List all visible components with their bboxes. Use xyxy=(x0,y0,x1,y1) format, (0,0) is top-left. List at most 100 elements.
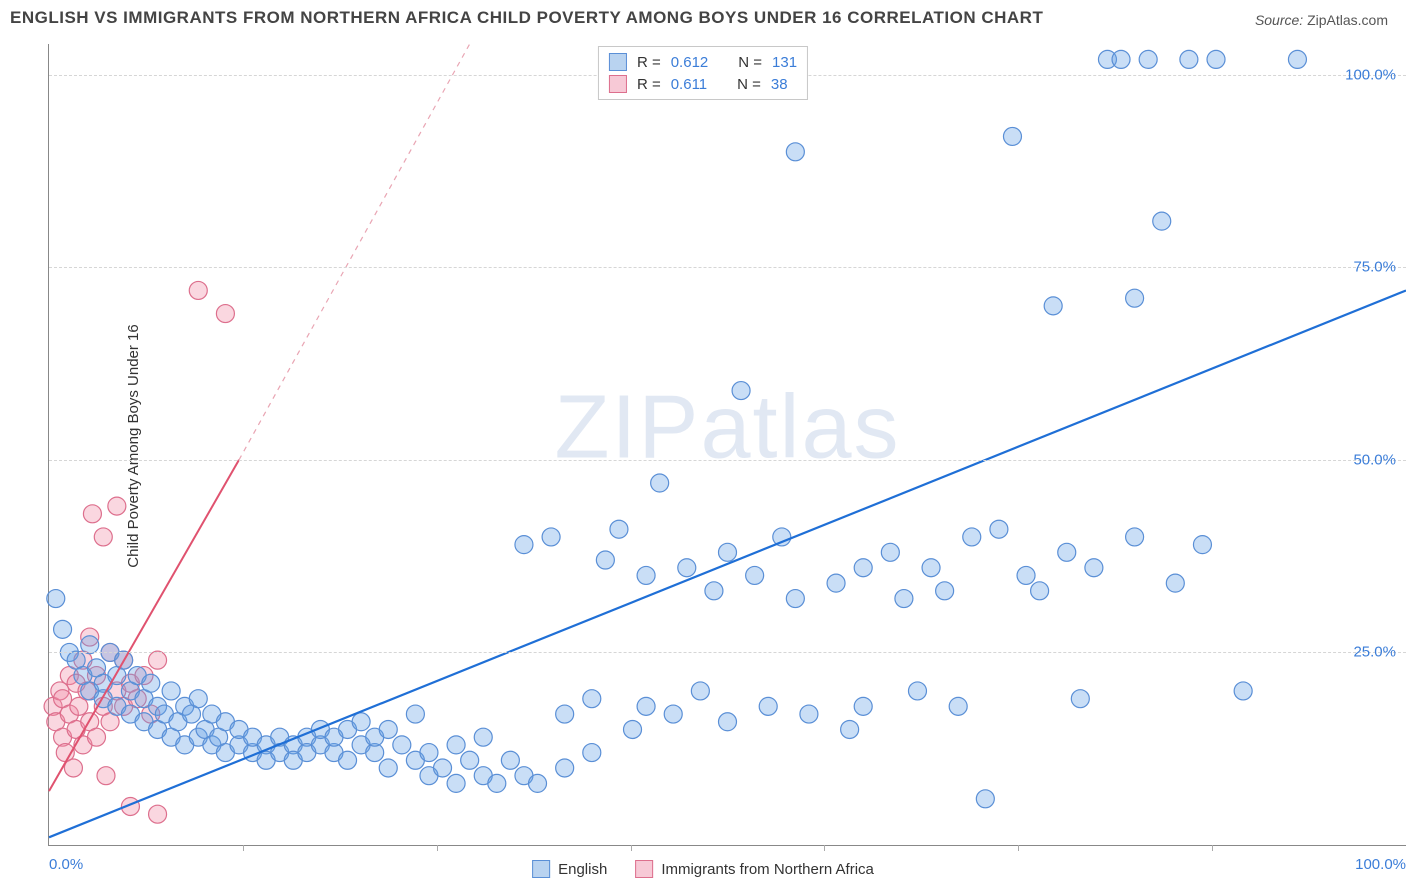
data-point xyxy=(379,759,397,777)
data-point xyxy=(841,720,859,738)
data-point xyxy=(83,505,101,523)
data-point xyxy=(1017,566,1035,584)
data-point xyxy=(1180,50,1198,68)
legend-N-label: N = xyxy=(738,54,762,71)
data-point xyxy=(501,751,519,769)
data-point xyxy=(189,281,207,299)
data-point xyxy=(1153,212,1171,230)
stats-legend: R =0.612N =131R =0.611N =38 xyxy=(598,46,808,100)
data-point xyxy=(1003,127,1021,145)
data-point xyxy=(773,528,791,546)
data-point xyxy=(1139,50,1157,68)
data-point xyxy=(746,566,764,584)
chart-title: ENGLISH VS IMMIGRANTS FROM NORTHERN AFRI… xyxy=(10,8,1043,28)
legend-N-value: 131 xyxy=(772,54,797,71)
x-tick-mark xyxy=(437,845,438,851)
data-point xyxy=(990,520,1008,538)
data-point xyxy=(786,143,804,161)
data-point xyxy=(1207,50,1225,68)
y-tick-label: 100.0% xyxy=(1345,66,1396,83)
data-point xyxy=(488,774,506,792)
data-point xyxy=(461,751,479,769)
legend-label: English xyxy=(558,861,607,878)
legend-R-value: 0.611 xyxy=(671,76,707,93)
gridline xyxy=(49,460,1406,461)
legend-N-value: 38 xyxy=(771,76,788,93)
data-point xyxy=(1234,682,1252,700)
data-point xyxy=(556,705,574,723)
data-point xyxy=(379,720,397,738)
data-point xyxy=(719,543,737,561)
data-point xyxy=(637,566,655,584)
data-point xyxy=(637,697,655,715)
x-tick-label: 0.0% xyxy=(49,856,83,873)
data-point xyxy=(1193,536,1211,554)
data-point xyxy=(1031,582,1049,600)
data-point xyxy=(81,636,99,654)
gridline xyxy=(49,267,1406,268)
data-point xyxy=(339,751,357,769)
y-tick-label: 50.0% xyxy=(1353,451,1396,468)
data-point xyxy=(142,674,160,692)
data-point xyxy=(922,559,940,577)
data-point xyxy=(1288,50,1306,68)
data-point xyxy=(936,582,954,600)
gridline xyxy=(49,652,1406,653)
data-point xyxy=(87,728,105,746)
data-point xyxy=(64,759,82,777)
plot-svg xyxy=(49,44,1406,845)
x-tick-mark xyxy=(1212,845,1213,851)
data-point xyxy=(908,682,926,700)
chart-container: ENGLISH VS IMMIGRANTS FROM NORTHERN AFRI… xyxy=(0,0,1406,892)
data-point xyxy=(149,651,167,669)
data-point xyxy=(447,736,465,754)
source-value: ZipAtlas.com xyxy=(1307,12,1388,28)
legend-R-label: R = xyxy=(637,76,661,93)
legend-R-label: R = xyxy=(637,54,661,71)
legend-swatch xyxy=(532,860,550,878)
data-point xyxy=(189,690,207,708)
data-point xyxy=(149,805,167,823)
data-point xyxy=(610,520,628,538)
data-point xyxy=(556,759,574,777)
data-point xyxy=(691,682,709,700)
y-tick-label: 75.0% xyxy=(1353,259,1396,276)
data-point xyxy=(94,528,112,546)
data-point xyxy=(529,774,547,792)
data-point xyxy=(678,559,696,577)
data-point xyxy=(596,551,614,569)
data-point xyxy=(1058,543,1076,561)
data-point xyxy=(895,590,913,608)
data-point xyxy=(881,543,899,561)
legend-item: Immigrants from Northern Africa xyxy=(635,860,874,878)
legend-label: Immigrants from Northern Africa xyxy=(661,861,874,878)
x-tick-mark xyxy=(243,845,244,851)
data-point xyxy=(54,620,72,638)
data-point xyxy=(542,528,560,546)
data-point xyxy=(786,590,804,608)
data-point xyxy=(47,590,65,608)
data-point xyxy=(1071,690,1089,708)
data-point xyxy=(827,574,845,592)
x-tick-mark xyxy=(824,845,825,851)
legend-swatch xyxy=(635,860,653,878)
data-point xyxy=(393,736,411,754)
trend-line xyxy=(239,44,470,460)
data-point xyxy=(624,720,642,738)
data-point xyxy=(1126,528,1144,546)
trend-line xyxy=(49,290,1406,837)
data-point xyxy=(854,559,872,577)
data-point xyxy=(963,528,981,546)
stats-legend-row: R =0.611N =38 xyxy=(609,73,797,95)
data-point xyxy=(976,790,994,808)
data-point xyxy=(352,713,370,731)
data-point xyxy=(406,705,424,723)
legend-swatch xyxy=(609,75,627,93)
legend-R-value: 0.612 xyxy=(671,54,709,71)
y-tick-label: 25.0% xyxy=(1353,644,1396,661)
data-point xyxy=(434,759,452,777)
x-tick-mark xyxy=(631,845,632,851)
data-point xyxy=(1166,574,1184,592)
data-point xyxy=(1044,297,1062,315)
data-point xyxy=(651,474,669,492)
